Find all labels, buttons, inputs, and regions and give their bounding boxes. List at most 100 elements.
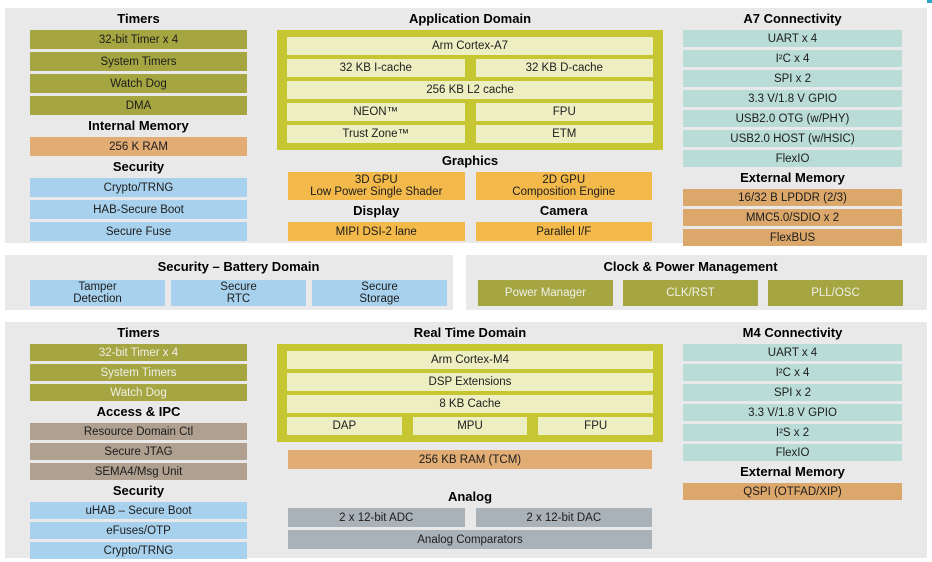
block-secure-jtag: Secure JTAG	[30, 443, 247, 460]
section-title-internal-memory: Internal Memory	[88, 118, 189, 133]
block-row: NEON™ FPU	[287, 103, 653, 121]
spacer	[288, 472, 652, 486]
block-i-c-x-4: I²C x 4	[683, 364, 902, 381]
block-row: DAP MPU FPU	[287, 417, 654, 435]
block-etm: ETM	[475, 125, 653, 143]
block-uhab-secure-boot: uHAB – Secure Boot	[30, 502, 247, 519]
block-neon: NEON™	[287, 103, 465, 121]
block-efuses-otp: eFuses/OTP	[30, 522, 247, 539]
clock-power-column: Clock & Power Management Power Manager CLK…	[478, 259, 903, 306]
bottom-left-column: Timers 32-bit Timer x 4 System Timers Watch…	[30, 325, 247, 559]
section-title-a7-connectivity: A7 Connectivity	[743, 11, 842, 26]
block-resource-domain-ctl: Resource Domain Ctl	[30, 423, 247, 440]
block-secure-fuse: Secure Fuse	[30, 222, 247, 241]
block-spi-x-2: SPI x 2	[683, 70, 902, 87]
block-256-k-ram: 256 K RAM	[30, 137, 247, 156]
block-usb2-0-host-w-hsic: USB2.0 HOST (w/HSIC)	[683, 130, 902, 147]
block-3-3-v-1-8-v-gpio: 3.3 V/1.8 V GPIO	[683, 404, 902, 421]
block-analog-comparators: Analog Comparators	[288, 530, 652, 549]
block-secure-storage: Secure Storage	[312, 280, 447, 306]
section-title-external-memory: External Memory	[740, 464, 845, 479]
block-trust-zone: Trust Zone™	[287, 125, 465, 143]
block-row: Trust Zone™ ETM	[287, 125, 653, 143]
section-title-analog: Analog	[447, 489, 493, 504]
block-256-kb-ram-tcm: 256 KB RAM (TCM)	[288, 450, 652, 469]
section-title-m4-connectivity: M4 Connectivity	[742, 325, 843, 340]
block-pll-osc: PLL/OSC	[768, 280, 903, 306]
application-domain-panel: Timers 32-bit Timer x 4 System Timers Watch…	[5, 8, 927, 246]
block-uart-x-4: UART x 4	[683, 30, 902, 47]
block-mpu: MPU	[412, 417, 528, 435]
block-power-manager: Power Manager	[478, 280, 613, 306]
section-title-external-memory: External Memory	[740, 170, 845, 185]
spacer	[288, 445, 652, 447]
block-8-kb-cache: 8 KB Cache	[287, 395, 653, 413]
security-battery-domain-panel: Security – Battery Domain Tamper Detectio…	[5, 255, 453, 310]
block-256-kb-l2-cache: 256 KB L2 cache	[287, 81, 653, 99]
top-center-column: Application Domain Arm Cortex-A7 32 KB I-c…	[277, 11, 663, 241]
bottom-right-column: M4 Connectivity UART x 4 I²C x 4 SPI x 2 3.3…	[683, 325, 902, 500]
section-title-clock-power-management: Clock & Power Management	[603, 259, 778, 274]
block-row: 2 x 12-bit ADC 2 x 12-bit DAC	[288, 508, 652, 527]
block-row: 3D GPU Low Power Single Shader 2D GPU Com…	[288, 172, 652, 200]
block-mipi-dsi-2-lane: MIPI DSI-2 lane	[288, 222, 465, 241]
block-sema4-msg-unit: SEMA4/Msg Unit	[30, 463, 247, 480]
block-qspi-otfad-xip: QSPI (OTFAD/XIP)	[683, 483, 902, 500]
section-title-camera: Camera	[539, 203, 588, 218]
block-32-kb-i-cache: 32 KB I-cache	[287, 59, 465, 77]
block-crypto-trng: Crypto/TRNG	[30, 178, 247, 197]
section-title-timers: Timers	[117, 11, 160, 26]
block-row: MIPI DSI-2 lane Parallel I/F	[288, 222, 652, 241]
block-row: 32 KB I-cache 32 KB D-cache	[287, 59, 653, 77]
block-hab-secure-boot: HAB-Secure Boot	[30, 200, 247, 219]
block-dap: DAP	[287, 417, 402, 435]
block-crypto-trng: Crypto/TRNG	[30, 542, 247, 559]
box-arm-cortex-a7: Arm Cortex-A7 32 KB I-cache 32 KB D-cache 2…	[277, 30, 663, 150]
block-clk-rst: CLK/RST	[623, 280, 758, 306]
block-i-s-x-2: I²S x 2	[683, 424, 902, 441]
section-title-application-domain: Application Domain	[408, 11, 532, 26]
block-mmc5-0-sdio-x-2: MMC5.0/SDIO x 2	[683, 209, 902, 226]
section-title-display: Display	[353, 203, 400, 218]
block-16-32-b-lpddr-2-3: 16/32 B LPDDR (2/3)	[683, 189, 902, 206]
block-flexbus: FlexBUS	[683, 229, 902, 246]
section-title-graphics: Graphics	[441, 153, 499, 168]
block-watch-dog: Watch Dog	[30, 384, 247, 401]
block-fpu: FPU	[538, 417, 654, 435]
block-uart-x-4: UART x 4	[683, 344, 902, 361]
block-3-3-v-1-8-v-gpio: 3.3 V/1.8 V GPIO	[683, 90, 902, 107]
block-tamper-detection: Tamper Detection	[30, 280, 165, 306]
block-parallel-i-f: Parallel I/F	[475, 222, 652, 241]
clock-power-management-panel: Clock & Power Management Power Manager CLK…	[466, 255, 927, 310]
block-2d-gpu-composition-engine: 2D GPU Composition Engine	[475, 172, 652, 200]
block-flexio: FlexIO	[683, 150, 902, 167]
block-arm-cortex-m4: Arm Cortex-M4	[287, 351, 653, 369]
header-row: Display Camera	[288, 203, 652, 219]
section-title-real-time-domain: Real Time Domain	[413, 325, 527, 340]
section-title-security: Security	[112, 483, 165, 498]
block-32-bit-timer-x-4: 32-bit Timer x 4	[30, 30, 247, 49]
block-spi-x-2: SPI x 2	[683, 384, 902, 401]
block-dma: DMA	[30, 96, 247, 115]
block-watch-dog: Watch Dog	[30, 74, 247, 93]
top-right-column: A7 Connectivity UART x 4 I²C x 4 SPI x 2 3.3…	[683, 11, 902, 246]
block-32-bit-timer-x-4: 32-bit Timer x 4	[30, 344, 247, 361]
security-battery-column: Security – Battery Domain Tamper Detectio…	[30, 259, 447, 306]
scan-artifact-dot	[927, 0, 932, 3]
bottom-center-column: Real Time Domain Arm Cortex-M4 DSP Extensi…	[277, 325, 663, 549]
block-system-timers: System Timers	[30, 52, 247, 71]
block-row: Power Manager CLK/RST PLL/OSC	[478, 280, 903, 306]
section-title-security: Security	[112, 159, 165, 174]
block-i-c-x-4: I²C x 4	[683, 50, 902, 67]
block-32-kb-d-cache: 32 KB D-cache	[475, 59, 653, 77]
block-system-timers: System Timers	[30, 364, 247, 381]
block-flexio: FlexIO	[683, 444, 902, 461]
section-title-security-battery-domain: Security – Battery Domain	[157, 259, 320, 274]
block-arm-cortex-a7: Arm Cortex-A7	[287, 37, 653, 55]
block-usb2-0-otg-w-phy: USB2.0 OTG (w/PHY)	[683, 110, 902, 127]
real-time-domain-panel: Timers 32-bit Timer x 4 System Timers Watch…	[5, 322, 927, 559]
top-left-column: Timers 32-bit Timer x 4 System Timers Watch…	[30, 11, 247, 241]
block-dsp-extensions: DSP Extensions	[287, 373, 653, 391]
block-2-x-12-bit-adc: 2 x 12-bit ADC	[288, 508, 465, 527]
